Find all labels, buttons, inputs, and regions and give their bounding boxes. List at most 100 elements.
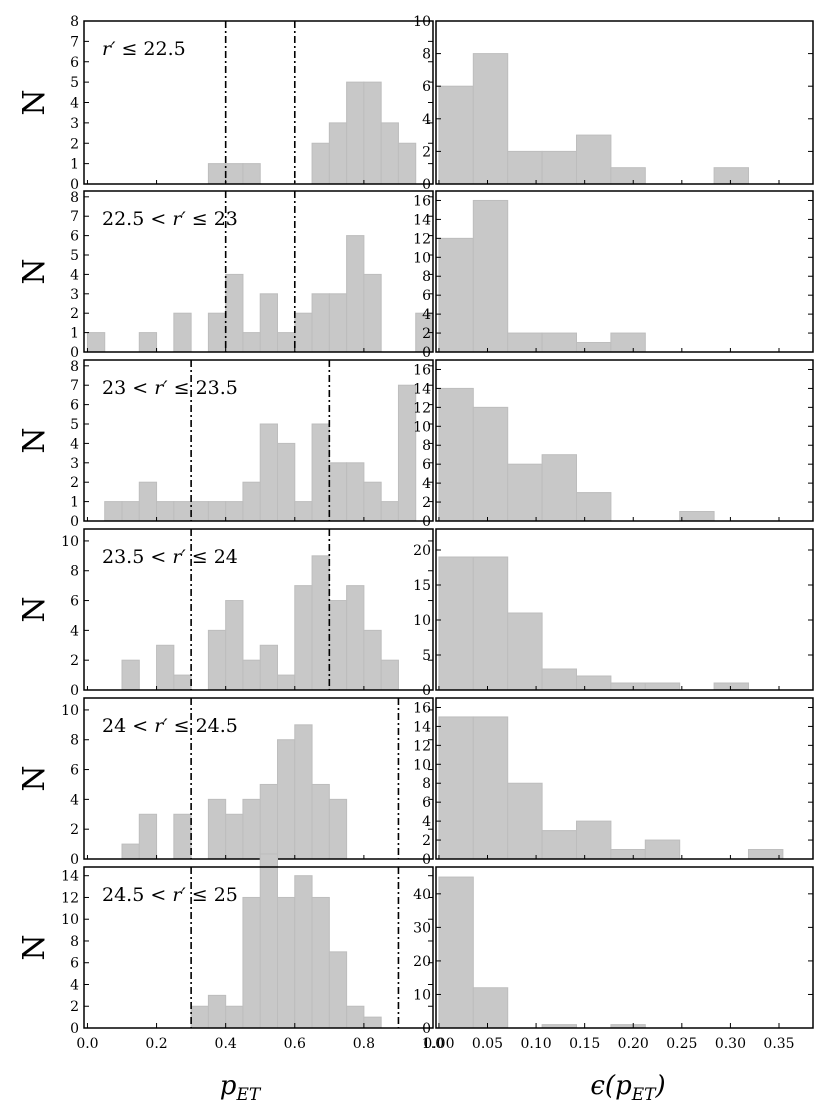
y-tick-label: 1 xyxy=(70,495,79,511)
y-tick-label: 8 xyxy=(70,733,79,749)
y-tick-label: 1 xyxy=(70,326,79,342)
y-tick-label: 0 xyxy=(70,177,79,193)
bar xyxy=(121,659,140,691)
y-tick-label: 10 xyxy=(413,987,431,1003)
y-axis-label: N xyxy=(17,258,52,284)
y-axis-label: N xyxy=(17,934,52,960)
y-tick-label: 0 xyxy=(422,683,431,699)
y-tick-label: 6 xyxy=(70,229,79,245)
x-tick-label: 0.10 xyxy=(520,1036,551,1052)
y-tick-label: 4 xyxy=(422,476,431,492)
bar xyxy=(190,1005,209,1029)
bar xyxy=(138,481,158,522)
y-tick-label: 0 xyxy=(422,177,431,193)
y-tick-label: 6 xyxy=(422,288,431,304)
bar xyxy=(311,555,330,691)
y-tick-label: 0 xyxy=(70,852,79,868)
y-tick-label: 5 xyxy=(70,75,79,91)
x-tick-label: 0.6 xyxy=(284,1036,306,1052)
magnitude-range-label: 23.5 < r′ ≤ 24 xyxy=(102,546,238,568)
bar xyxy=(472,199,509,353)
bar xyxy=(576,134,612,185)
bar xyxy=(346,1005,365,1029)
bar xyxy=(346,81,365,185)
x-axis-label-right: ϵ(pET) xyxy=(590,1071,665,1105)
y-tick-label: 2 xyxy=(422,495,431,511)
x-tick-label: 0.20 xyxy=(618,1036,649,1052)
axes-frame xyxy=(83,866,434,1029)
bar xyxy=(294,585,313,691)
bar xyxy=(207,798,227,860)
axes-frame xyxy=(435,20,814,185)
y-tick-label: 0 xyxy=(422,1021,431,1037)
bar xyxy=(610,849,646,860)
bar xyxy=(156,501,175,522)
y-axis-label: N xyxy=(17,596,52,622)
axes-frame xyxy=(83,528,434,691)
magnitude-range-label: 24.5 < r′ ≤ 25 xyxy=(102,884,238,906)
panel-right-4: 0 2 4 6 8 10 12 14 16 xyxy=(413,697,814,868)
y-tick-label: 6 xyxy=(70,55,79,71)
bar xyxy=(207,501,227,522)
bar xyxy=(121,501,140,522)
bar xyxy=(207,312,227,353)
y-tick-label: 4 xyxy=(422,814,431,830)
bar xyxy=(311,423,330,522)
y-tick-label: 15 xyxy=(413,578,431,594)
x-tick-label: 1.0 xyxy=(422,1036,444,1052)
y-tick-label: 4 xyxy=(70,436,79,452)
bar xyxy=(363,1016,382,1029)
bar xyxy=(380,659,399,691)
bar xyxy=(311,896,330,1029)
x-tick-label: 0.8 xyxy=(353,1036,375,1052)
axes-frame xyxy=(83,697,434,860)
y-tick-label: 6 xyxy=(70,398,79,414)
x-tick-label: 0.2 xyxy=(145,1036,167,1052)
y-tick-label: 16 xyxy=(413,193,431,209)
bar xyxy=(472,556,509,691)
bar xyxy=(225,813,244,860)
y-tick-label: 8 xyxy=(422,269,431,285)
y-tick-label: 10 xyxy=(413,250,431,266)
y-tick-label: 20 xyxy=(413,543,431,559)
bar xyxy=(507,150,543,185)
y-tick-label: 6 xyxy=(422,457,431,473)
bar xyxy=(138,813,158,860)
x-tick-label: 0.15 xyxy=(569,1036,600,1052)
bar xyxy=(610,682,646,691)
bar xyxy=(576,675,612,691)
bar xyxy=(363,273,382,353)
y-tick-label: 2 xyxy=(70,999,79,1015)
bar xyxy=(438,556,474,691)
y-tick-label: 2 xyxy=(422,326,431,342)
y-tick-label: 20 xyxy=(413,954,431,970)
bar xyxy=(259,783,279,860)
bar xyxy=(576,342,612,353)
bar xyxy=(438,85,474,185)
panel-right-0: 0 2 4 6 8 10 xyxy=(413,14,814,193)
bar xyxy=(173,674,192,691)
bar xyxy=(541,830,578,860)
y-tick-label: 10 xyxy=(61,534,79,550)
bar xyxy=(644,682,681,691)
y-tick-label: 10 xyxy=(413,419,431,435)
magnitude-range-label: 22.5 < r′ ≤ 23 xyxy=(102,208,238,230)
bar xyxy=(104,501,123,522)
y-tick-label: 12 xyxy=(61,890,79,906)
y-tick-label: 3 xyxy=(70,116,79,132)
panel-right-2: 0 2 4 6 8 10 12 14 16 xyxy=(413,359,814,530)
bar xyxy=(472,987,509,1029)
y-tick-label: 8 xyxy=(422,47,431,63)
bar xyxy=(311,293,330,353)
bar xyxy=(397,142,417,185)
bar xyxy=(86,332,106,353)
bar xyxy=(242,163,261,185)
bar xyxy=(747,849,784,860)
bar xyxy=(644,839,681,860)
y-tick-label: 12 xyxy=(413,400,431,416)
bar xyxy=(346,462,365,522)
bar xyxy=(207,629,227,691)
bar xyxy=(679,511,715,522)
bar xyxy=(438,387,474,522)
panel-left-4: 0 2 4 6 8 10 N 24 < r′ ≤ 24.5 xyxy=(17,697,434,868)
